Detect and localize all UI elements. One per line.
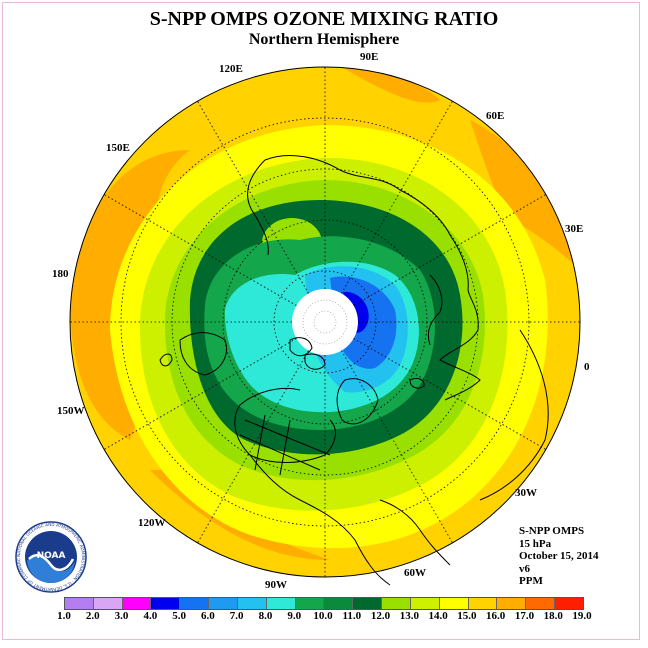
colorbar-segment: [209, 598, 238, 609]
colorbar-tick-label: 14.0: [428, 610, 447, 622]
colorbar-tick-label: 5.0: [172, 610, 186, 622]
info-level: 15 hPa: [519, 538, 599, 551]
colorbar-labels: 1.0 2.0 3.0 4.0 5.0 6.0 7.0 8.0 9.0 10.0 11.0 12.0 1…: [64, 610, 584, 624]
noaa-logo: NATIONAL OCEANIC AND ATMOSPHERIC ADMINIS…: [15, 521, 87, 593]
colorbar-segment: [411, 598, 440, 609]
info-instrument: S-NPP OMPS: [519, 525, 599, 538]
colorbar-segment: [497, 598, 526, 609]
colorbar-segment: [555, 598, 583, 609]
colorbar-tick-label: 10.0: [313, 610, 332, 622]
info-block: S-NPP OMPS 15 hPa October 15, 2014 v6 PP…: [519, 525, 599, 588]
lon-label-30w: 30W: [515, 487, 537, 499]
colorbar-segment: [180, 598, 209, 609]
colorbar-tick-label: 8.0: [259, 610, 273, 622]
info-version: v6: [519, 563, 599, 576]
polar-no-data-cap: [292, 289, 358, 355]
colorbar-segment: [123, 598, 152, 609]
colorbar-segment: [440, 598, 469, 609]
lon-label-30e: 30E: [565, 223, 583, 235]
lon-label-0: 0: [584, 361, 590, 373]
lon-label-150e: 150E: [106, 142, 130, 154]
lon-label-60w: 60W: [404, 567, 426, 579]
logo-noaa-text: NOAA: [37, 551, 66, 561]
colorbar-tick-label: 16.0: [486, 610, 505, 622]
colorbar-tick-label: 2.0: [86, 610, 100, 622]
colorbar: [64, 597, 584, 610]
colorbar-segment: [151, 598, 180, 609]
colorbar-segment: [94, 598, 123, 609]
colorbar-tick-label: 12.0: [371, 610, 390, 622]
lon-label-90e: 90E: [360, 51, 378, 63]
colorbar-segment: [382, 598, 411, 609]
colorbar-segment: [238, 598, 267, 609]
colorbar-segment: [469, 598, 498, 609]
colorbar-tick-label: 17.0: [515, 610, 534, 622]
colorbar-segment: [353, 598, 382, 609]
colorbar-tick-label: 15.0: [457, 610, 476, 622]
colorbar-tick-label: 4.0: [143, 610, 157, 622]
colorbar-tick-label: 7.0: [230, 610, 244, 622]
lon-label-120e: 120E: [219, 63, 243, 75]
info-units: PPM: [519, 575, 599, 588]
colorbar-segment: [65, 598, 94, 609]
lon-label-90w: 90W: [265, 579, 287, 591]
colorbar-tick-label: 1.0: [57, 610, 71, 622]
colorbar-tick-label: 13.0: [400, 610, 419, 622]
colorbar-tick-label: 9.0: [287, 610, 301, 622]
colorbar-segment: [296, 598, 325, 609]
info-date: October 15, 2014: [519, 550, 599, 563]
colorbar-segment: [324, 598, 353, 609]
lon-label-150w: 150W: [57, 405, 85, 417]
lon-label-180: 180: [52, 268, 69, 280]
colorbar-tick-label: 6.0: [201, 610, 215, 622]
colorbar-tick-label: 3.0: [115, 610, 129, 622]
colorbar-tick-label: 19.0: [572, 610, 591, 622]
lon-label-120w: 120W: [138, 517, 166, 529]
colorbar-segment: [526, 598, 555, 609]
colorbar-tick-label: 18.0: [544, 610, 563, 622]
lon-label-60e: 60E: [486, 110, 504, 122]
colorbar-tick-label: 11.0: [342, 610, 361, 622]
colorbar-segment: [267, 598, 296, 609]
